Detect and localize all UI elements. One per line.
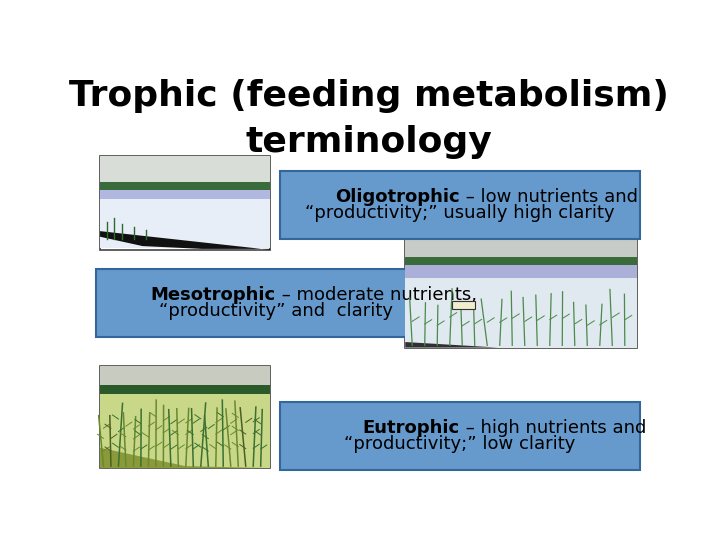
Bar <box>405 265 637 278</box>
Bar <box>451 301 474 309</box>
Bar <box>405 238 637 348</box>
Text: – moderate nutrients,: – moderate nutrients, <box>276 286 477 304</box>
FancyBboxPatch shape <box>279 402 639 470</box>
Bar <box>100 199 270 248</box>
Bar <box>100 384 270 394</box>
Bar <box>405 238 637 259</box>
Bar <box>405 278 637 348</box>
Text: – high nutrients and: – high nutrients and <box>459 419 646 437</box>
Text: “productivity;” low clarity: “productivity;” low clarity <box>344 435 575 453</box>
Bar <box>100 366 270 468</box>
Bar <box>100 190 270 199</box>
Polygon shape <box>100 231 270 250</box>
Polygon shape <box>405 342 637 348</box>
Text: Oligotrophic: Oligotrophic <box>335 188 459 206</box>
Text: Eutrophic: Eutrophic <box>363 419 459 437</box>
Text: Mesotrophic: Mesotrophic <box>150 286 276 304</box>
Text: “productivity;” usually high clarity: “productivity;” usually high clarity <box>305 204 614 222</box>
Polygon shape <box>100 448 270 468</box>
Text: terminology: terminology <box>246 125 492 159</box>
Bar <box>405 258 637 267</box>
FancyBboxPatch shape <box>96 268 456 337</box>
Bar <box>100 183 270 190</box>
Text: – low nutrients and: – low nutrients and <box>459 188 638 206</box>
Bar <box>100 156 270 250</box>
Bar <box>100 394 270 468</box>
FancyBboxPatch shape <box>279 171 639 239</box>
Bar <box>100 366 270 387</box>
Text: Trophic (feeding metabolism): Trophic (feeding metabolism) <box>69 79 669 113</box>
Bar <box>100 156 270 184</box>
Text: “productivity” and  clarity: “productivity” and clarity <box>158 302 392 320</box>
